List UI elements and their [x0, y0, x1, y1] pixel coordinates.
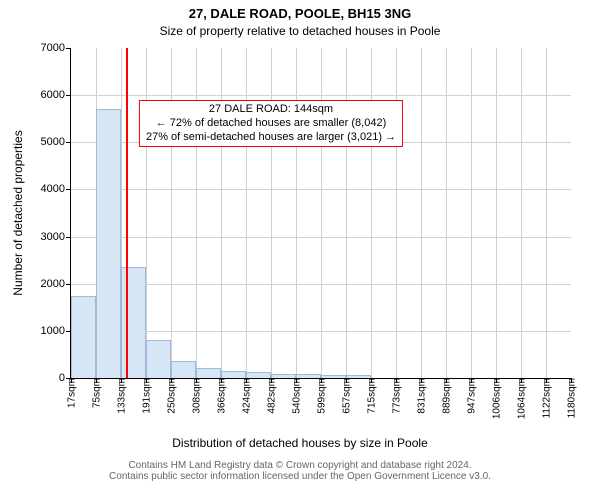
x-tick-label: 1122sqm: [540, 378, 553, 418]
histogram-bar: [296, 374, 321, 378]
x-gridline: [196, 48, 197, 378]
histogram-bar: [196, 368, 221, 378]
x-tick-label: 482sqm: [265, 378, 278, 414]
x-tick-label: 657sqm: [340, 378, 353, 414]
x-tick-label: 191sqm: [140, 378, 153, 414]
x-tick-label: 599sqm: [315, 378, 328, 414]
histogram-bar: [346, 375, 371, 378]
x-tick-label: 308sqm: [190, 378, 203, 414]
callout-line: ← 72% of detached houses are smaller (8,…: [146, 117, 396, 131]
histogram-bar: [146, 340, 171, 378]
histogram-bar: [246, 372, 271, 378]
chart-title-line2: Size of property relative to detached ho…: [0, 24, 600, 38]
y-axis-label: Number of detached properties: [11, 130, 25, 295]
y-tick-label: 7000: [41, 42, 71, 54]
footer: Contains HM Land Registry data © Crown c…: [0, 460, 600, 482]
histogram-bar: [271, 374, 296, 378]
x-gridline: [396, 48, 397, 378]
callout-line: 27% of semi-detached houses are larger (…: [146, 131, 396, 145]
y-tick-label: 5000: [41, 136, 71, 148]
x-gridline: [171, 48, 172, 378]
x-tick-label: 250sqm: [165, 378, 178, 414]
histogram-bar: [321, 375, 346, 378]
x-gridline: [521, 48, 522, 378]
y-tick-label: 6000: [41, 89, 71, 101]
histogram-bar: [221, 371, 246, 378]
x-gridline: [346, 48, 347, 378]
x-tick-label: 1006sqm: [490, 378, 503, 419]
x-tick-label: 773sqm: [390, 378, 403, 414]
x-tick-label: 947sqm: [465, 378, 478, 414]
x-gridline: [146, 48, 147, 378]
x-gridline: [221, 48, 222, 378]
y-tick-label: 2000: [41, 278, 71, 290]
reference-line: [126, 48, 128, 378]
y-tick-label: 1000: [41, 325, 71, 337]
chart-title-line1: 27, DALE ROAD, POOLE, BH15 3NG: [0, 6, 600, 21]
callout-line: 27 DALE ROAD: 144sqm: [146, 103, 396, 117]
x-tick-label: 1064sqm: [515, 378, 528, 419]
x-tick-label: 715sqm: [365, 378, 378, 414]
x-gridline: [371, 48, 372, 378]
x-tick-label: 424sqm: [240, 378, 253, 414]
x-gridline: [471, 48, 472, 378]
histogram-bar: [171, 361, 196, 378]
x-gridline: [446, 48, 447, 378]
x-tick-label: 540sqm: [290, 378, 303, 414]
x-gridline: [421, 48, 422, 378]
x-tick-label: 17sqm: [65, 378, 78, 408]
x-gridline: [321, 48, 322, 378]
histogram-bar: [96, 109, 121, 378]
histogram-bar: [71, 296, 96, 379]
x-gridline: [271, 48, 272, 378]
x-tick-label: 831sqm: [415, 378, 428, 414]
x-tick-label: 75sqm: [90, 378, 103, 408]
callout-box: 27 DALE ROAD: 144sqm← 72% of detached ho…: [139, 100, 403, 147]
x-axis-label: Distribution of detached houses by size …: [0, 436, 600, 450]
x-tick-label: 1180sqm: [565, 378, 578, 418]
x-gridline: [296, 48, 297, 378]
plot-area: 0100020003000400050006000700017sqm75sqm1…: [70, 48, 571, 379]
x-tick-label: 366sqm: [215, 378, 228, 414]
x-tick-label: 889sqm: [440, 378, 453, 414]
x-gridline: [496, 48, 497, 378]
footer-line2: Contains public sector information licen…: [0, 471, 600, 482]
y-tick-label: 4000: [41, 183, 71, 195]
x-gridline: [246, 48, 247, 378]
y-tick-label: 3000: [41, 231, 71, 243]
footer-line1: Contains HM Land Registry data © Crown c…: [0, 460, 600, 471]
x-gridline: [546, 48, 547, 378]
x-tick-label: 133sqm: [115, 378, 128, 414]
